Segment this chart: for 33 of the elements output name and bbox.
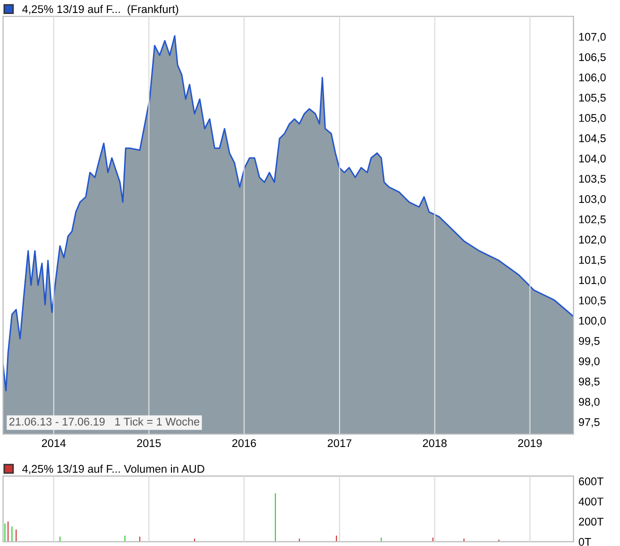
legend-label: 4,25% 13/19 auf F... (Frankfurt) xyxy=(22,4,178,16)
y-tick-label: 99,0 xyxy=(578,357,600,367)
y-tick-label: 102,5 xyxy=(579,215,606,225)
y-tick-label: 98,0 xyxy=(578,398,600,408)
y-tick-label: 103,0 xyxy=(579,195,606,204)
y-tick-label: 102,0 xyxy=(579,236,606,245)
x-tick-label: 2015 xyxy=(137,439,161,448)
y-tick-label: 105,5 xyxy=(579,94,606,103)
y-tick-label: 400T xyxy=(578,498,604,506)
y-tick-label: 104,5 xyxy=(579,134,606,144)
x-tick-label: 2017 xyxy=(328,439,352,448)
y-tick-label: 98,5 xyxy=(578,378,600,387)
legend-label: 4,25% 13/19 auf F... Volumen in AUD xyxy=(22,464,204,474)
y-tick-label: 99,5 xyxy=(578,337,600,346)
x-tick-label: 2014 xyxy=(42,439,66,448)
y-tick-label: 100,5 xyxy=(579,296,606,306)
y-tick-label: 0T xyxy=(578,538,592,546)
y-tick-label: 105,0 xyxy=(579,114,606,124)
x-tick-label: 2019 xyxy=(518,439,542,448)
x-tick-label: 2016 xyxy=(232,439,256,448)
y-tick-label: 101,0 xyxy=(579,276,606,286)
y-tick-label: 600T xyxy=(578,477,604,486)
y-tick-label: 107,0 xyxy=(579,32,606,42)
y-tick-label: 106,0 xyxy=(579,73,606,83)
y-tick-label: 101,5 xyxy=(579,256,606,266)
x-tick-label: 2018 xyxy=(422,439,447,448)
annotation: 21.06.13 - 17.06.19 1 Tick = 1 Woche xyxy=(9,417,200,426)
y-tick-label: 104,0 xyxy=(579,154,606,164)
y-tick-label: 100,0 xyxy=(579,316,606,326)
y-tick-label: 97,5 xyxy=(578,418,600,428)
y-tick-label: 106,5 xyxy=(579,53,606,62)
y-tick-label: 103,5 xyxy=(579,174,606,184)
y-tick-label: 200T xyxy=(578,518,604,526)
